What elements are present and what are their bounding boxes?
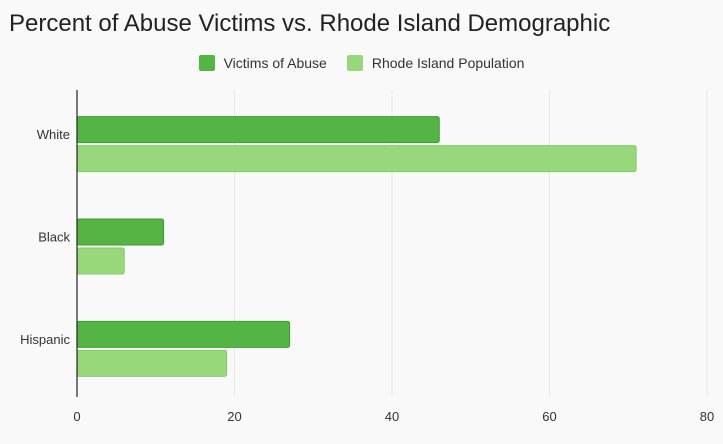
legend: Victims of Abuse Rhode Island Population bbox=[0, 55, 723, 71]
y-category-label: Hispanic bbox=[20, 332, 70, 347]
legend-label-population: Rhode Island Population bbox=[371, 55, 525, 71]
x-tick-label: 0 bbox=[73, 409, 80, 424]
legend-item-victims[interactable]: Victims of Abuse bbox=[198, 55, 327, 71]
x-tick-label: 80 bbox=[700, 409, 714, 424]
bar-population-hispanic[interactable] bbox=[76, 349, 228, 377]
y-category-label: Black bbox=[38, 230, 70, 245]
x-tick-label: 40 bbox=[385, 409, 399, 424]
chart-title: Percent of Abuse Victims vs. Rhode Islan… bbox=[9, 10, 611, 37]
bar-victims-white[interactable] bbox=[76, 116, 440, 144]
legend-item-population[interactable]: Rhode Island Population bbox=[346, 55, 525, 71]
bar-population-white[interactable] bbox=[76, 145, 637, 173]
x-tick-label: 60 bbox=[542, 409, 556, 424]
legend-swatch-victims bbox=[198, 55, 215, 71]
legend-swatch-population bbox=[346, 55, 363, 71]
bar-victims-hispanic[interactable] bbox=[76, 320, 291, 348]
x-tick-label: 20 bbox=[227, 409, 241, 424]
bar-victims-black[interactable] bbox=[76, 218, 165, 246]
bar-population-black[interactable] bbox=[76, 247, 125, 275]
legend-label-victims: Victims of Abuse bbox=[223, 55, 327, 71]
y-category-label: White bbox=[37, 127, 70, 142]
